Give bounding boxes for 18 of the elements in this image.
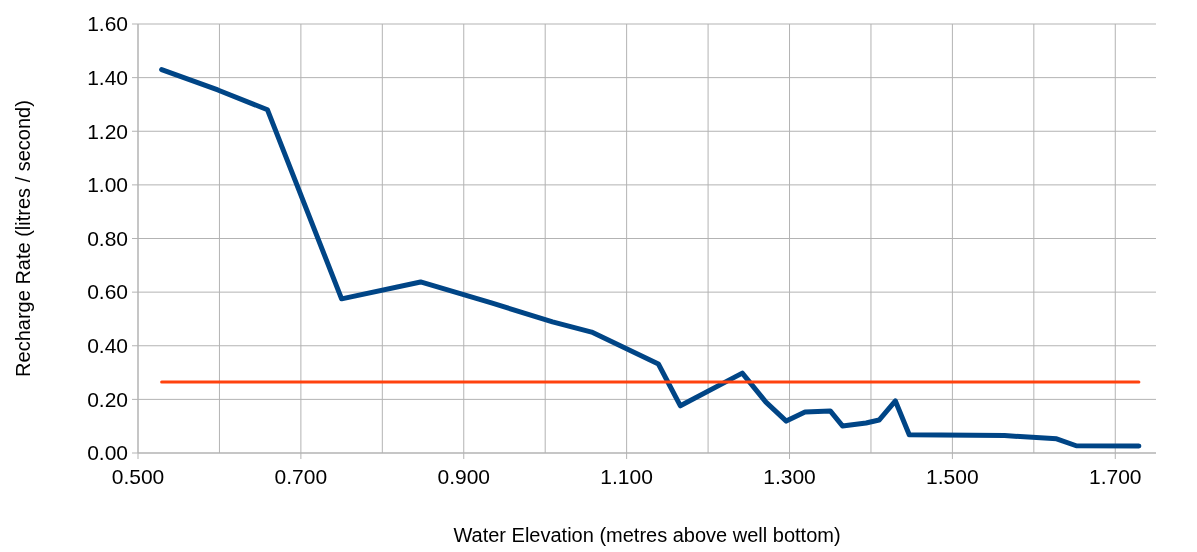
x-tick-label: 1.100 xyxy=(600,465,653,488)
x-tick-label: 1.700 xyxy=(1089,465,1142,488)
y-tick-label: 1.00 xyxy=(87,173,128,197)
y-tick-label: 0.60 xyxy=(87,280,128,304)
y-tick-label: 1.60 xyxy=(87,12,128,36)
x-tick-label: 1.300 xyxy=(763,465,816,488)
x-tick-label: 0.700 xyxy=(274,465,328,488)
x-tick-label: 0.500 xyxy=(111,465,165,488)
y-tick-label: 1.40 xyxy=(87,65,128,89)
y-tick-label: 0.80 xyxy=(87,226,128,250)
y-axis-title: Recharge Rate (litres / second) xyxy=(12,100,34,377)
x-tick-label: 1.500 xyxy=(926,465,979,488)
y-tick-label: 0.00 xyxy=(87,441,128,465)
y-tick-label: 0.20 xyxy=(87,387,128,411)
y-tick-label: 0.40 xyxy=(87,334,128,358)
x-tick-label: 0.900 xyxy=(437,465,491,488)
y-tick-label: 1.20 xyxy=(87,119,128,143)
x-axis-title: Water Elevation (metres above well bottom) xyxy=(453,524,841,546)
